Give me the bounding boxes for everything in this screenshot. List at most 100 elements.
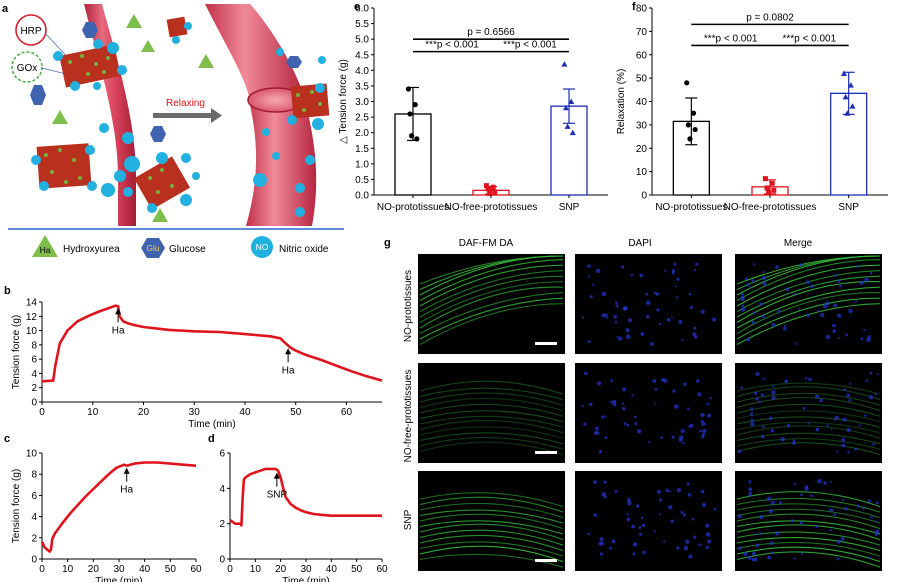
fiber-strand	[419, 387, 564, 401]
nucleus-dot	[825, 301, 830, 306]
nucleus-dot	[761, 425, 765, 429]
y-tick-label: 10	[26, 326, 38, 337]
nucleus-dot	[800, 552, 804, 555]
data-point	[849, 103, 856, 109]
nucleus-dot	[630, 273, 634, 277]
nucleus-dot	[737, 449, 742, 454]
nucleus-dot	[800, 493, 803, 497]
y-tick-label: 6	[219, 449, 225, 460]
nucleus-dot	[665, 488, 670, 493]
nucleus-dot	[753, 391, 758, 395]
nucleus-dot	[682, 441, 685, 445]
fiber-strand	[419, 541, 564, 557]
nucleus-dot	[604, 436, 608, 440]
fiber-strand	[736, 397, 881, 412]
nucleus-dot	[671, 316, 674, 319]
nucleus-dot	[755, 397, 759, 401]
micrograph-tile	[575, 471, 722, 571]
nucleus-dot	[804, 486, 809, 492]
series-line	[229, 467, 382, 527]
nucleus-dot	[701, 421, 706, 427]
nucleus-dot	[696, 379, 700, 383]
nucleus-dot	[676, 277, 680, 281]
relaxing-arrow	[153, 108, 222, 123]
fiber-strand	[419, 492, 564, 508]
series-line	[40, 461, 197, 553]
data-point	[771, 187, 777, 193]
y-tick-label: 30	[636, 120, 648, 131]
row-label-no-free-prototissues: NO-free-prototissues	[403, 370, 414, 463]
nucleus-dot	[830, 428, 833, 431]
nucleus-dot	[640, 332, 645, 336]
fiber-strand	[736, 255, 881, 296]
nucleus-dot	[750, 411, 753, 414]
y-tick-label: 3.5	[355, 81, 369, 92]
nucleus-dot	[680, 510, 684, 514]
x-tick-label: SNP	[559, 202, 580, 213]
fiber-strand	[419, 292, 564, 334]
y-tick-label: 70	[636, 27, 648, 38]
nucleus-dot	[798, 263, 803, 267]
y-tick-label: 2.5	[355, 113, 369, 124]
panel-letter: f	[632, 1, 636, 13]
nucleus-dot	[750, 418, 754, 422]
nucleus-dot	[866, 337, 871, 343]
nucleus-dot	[603, 480, 607, 484]
x-tick-label: 30	[189, 407, 201, 418]
nucleus-dot	[758, 400, 761, 404]
gox-label-circle: GOx	[11, 51, 43, 83]
micrograph-tile	[735, 363, 882, 463]
nucleus-dot	[862, 507, 865, 510]
fiber-strand	[419, 545, 564, 563]
fiber-strand	[736, 551, 881, 568]
x-tick-label: 30	[113, 564, 125, 575]
x-tick-label: 40	[239, 407, 251, 418]
nucleus-dot	[839, 284, 842, 288]
nucleus-dot	[751, 279, 755, 283]
legend-glucose: Glu Glucose	[141, 238, 206, 258]
nucleus-dot	[815, 525, 819, 528]
fiber-strand	[736, 382, 881, 395]
data-point	[847, 82, 854, 88]
nucleus-dot	[702, 428, 707, 433]
y-tick-label: 10	[26, 449, 38, 460]
nucleus-dot	[780, 437, 786, 442]
nucleus-dot	[672, 389, 676, 393]
nucleus-dot	[806, 313, 810, 317]
nucleus-dot	[700, 309, 705, 314]
x-tick-label: 0	[227, 564, 233, 575]
y-tick-label: 12	[26, 312, 38, 323]
nucleus-dot	[688, 292, 692, 296]
nucleus-dot	[846, 427, 851, 433]
data-point	[842, 93, 849, 100]
nucleus-dot	[697, 392, 702, 397]
fiber-strand	[736, 541, 881, 557]
nucleus-dot	[700, 419, 704, 423]
nucleus-dot	[668, 490, 671, 493]
series-line	[41, 304, 383, 383]
panel-g-letter: g	[384, 237, 391, 249]
nucleus-dot	[674, 285, 677, 288]
nucleus-dot	[645, 292, 649, 296]
nucleus-dot	[762, 377, 765, 380]
nucleus-dot	[770, 551, 774, 555]
nucleus-dot	[591, 283, 594, 286]
y-tick-label: 1.5	[355, 144, 369, 155]
nucleus-dot	[686, 407, 690, 410]
nucleus-dot	[740, 307, 746, 312]
nucleus-dot	[588, 402, 593, 407]
nucleus-dot	[791, 519, 795, 523]
fiber-strand	[419, 534, 564, 552]
x-tick-label: 0	[39, 407, 45, 418]
x-axis-label: Time (min)	[282, 576, 329, 582]
relaxing-label: Relaxing	[166, 98, 205, 109]
micrograph-tile	[418, 363, 565, 463]
column-title-daf: DAF-FM DA	[459, 238, 514, 249]
nucleus-dot	[615, 304, 619, 308]
hrp-label-circle: HRP	[15, 14, 47, 46]
significance-label: ***p < 0.001	[503, 40, 557, 51]
data-point	[407, 111, 413, 117]
y-tick-label: 2	[31, 383, 37, 394]
nucleus-dot	[771, 395, 776, 401]
nucleus-dot	[754, 533, 758, 536]
